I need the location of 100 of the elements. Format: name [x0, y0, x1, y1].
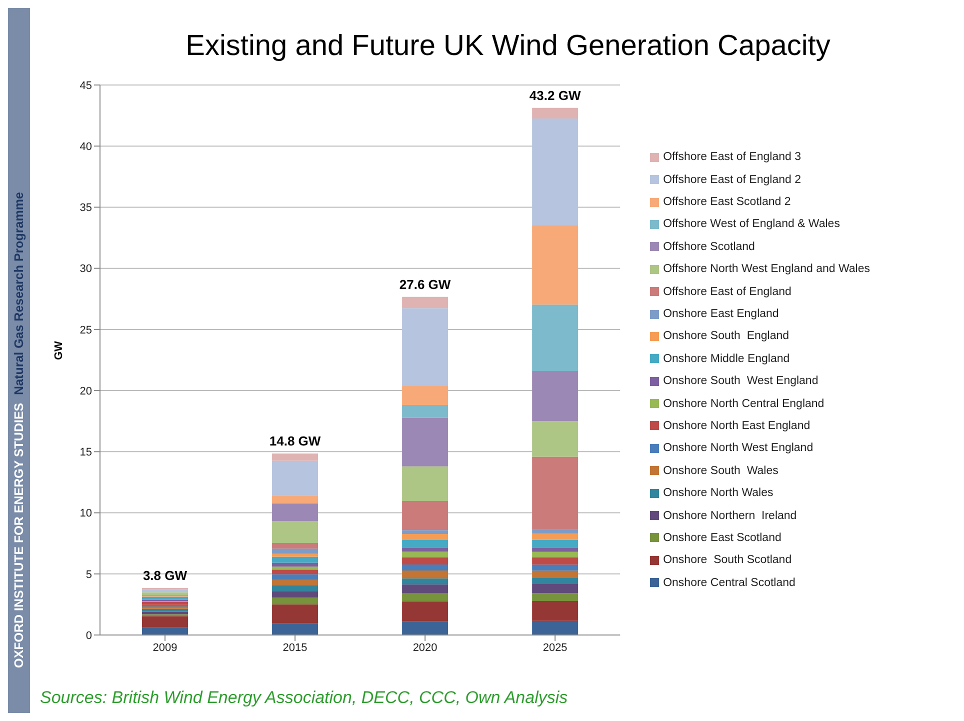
legend-label: Onshore East Scotland: [663, 532, 782, 544]
bar: [142, 602, 188, 605]
y-tick-label: 30: [80, 263, 92, 276]
bar: [272, 623, 318, 635]
bar: [532, 548, 578, 552]
source-note: Sources: British Wind Energy Association, DECC, CCC, Own Analysis: [40, 688, 568, 708]
legend-label: Onshore South England: [663, 330, 790, 342]
legend-label: Offshore East of England 2: [663, 174, 801, 186]
bar: [272, 460, 318, 496]
legend-label: Offshore West of England & Wales: [663, 218, 840, 230]
y-tick-label: 20: [80, 385, 92, 398]
bar: [532, 552, 578, 558]
bar: [402, 530, 448, 534]
legend-label: Onshore North Wales: [663, 487, 774, 500]
bar: [272, 598, 318, 604]
bar: [532, 118, 578, 226]
bar: [532, 456, 578, 530]
bar: [402, 308, 448, 386]
bar: [532, 540, 578, 548]
bar: [402, 466, 448, 502]
legend-label: Onshore Middle England: [663, 352, 790, 365]
y-tick-label: 35: [80, 202, 92, 214]
bar: [532, 570, 578, 578]
legend-label: Onshore East England: [663, 308, 779, 320]
total-label: 3.8 GW: [142, 568, 188, 583]
bar: [272, 454, 318, 461]
legend-label: Offshore East of England: [663, 286, 792, 298]
bar: [402, 552, 448, 558]
sidebar-strip: OXFORD INSTITUTE FOR ENERGY STUDIES Natural Gas Research Programme: [8, 8, 30, 713]
bar: [272, 574, 318, 580]
bar: [532, 558, 578, 565]
bar: [402, 534, 448, 540]
total-label: 43.2 GW: [529, 88, 582, 103]
bar: [142, 616, 188, 628]
bar: [142, 596, 188, 600]
legend-label: Onshore Central Scotland: [663, 576, 796, 589]
bar: [402, 404, 448, 418]
y-tick-label: 25: [80, 324, 92, 336]
chart-title: Existing and Future UK Wind Generation Capacity: [184, 30, 832, 64]
bar: [402, 501, 448, 530]
bar: [402, 601, 448, 622]
bar: [402, 593, 448, 602]
bar: [532, 601, 578, 621]
bar: [402, 621, 448, 635]
x-tick-label: 2020: [412, 642, 438, 654]
y-tick-label: 10: [80, 508, 92, 520]
bar: [402, 548, 448, 552]
bar: [272, 604, 318, 624]
legend-label: Offshore East Scotland 2: [663, 196, 791, 208]
bar: [532, 371, 578, 422]
x-tick-label: 2025: [542, 642, 568, 654]
bar: [272, 503, 318, 522]
legend-label: Offshore Scotland: [663, 240, 755, 253]
legend-label: Offshore North West England and Wales: [663, 263, 870, 276]
bar: [402, 570, 448, 578]
bar: [272, 548, 318, 554]
bar: [142, 627, 188, 635]
bar: [402, 418, 448, 466]
x-tick-label: 2009: [152, 642, 178, 654]
legend-label: Onshore North West England: [663, 442, 814, 454]
bar: [532, 593, 578, 602]
bar: [402, 578, 448, 584]
legend-label: Onshore South Wales: [663, 464, 778, 477]
legend-label: Offshore East of England 3: [663, 151, 801, 164]
bar: [402, 385, 448, 405]
bar: [272, 591, 318, 598]
legend-label: Onshore North Central England: [663, 398, 824, 410]
legend-label: Onshore South Scotland: [663, 554, 792, 566]
legend-label: Onshore North East England: [663, 420, 810, 432]
bar: [272, 554, 318, 557]
total-label: 14.8 GW: [269, 434, 322, 448]
bar: [272, 556, 318, 563]
legend-label: Onshore South West England: [663, 375, 818, 388]
bar: [272, 566, 318, 570]
y-tick-label: 15: [80, 446, 92, 459]
y-tick-label: 0: [86, 630, 92, 642]
bar: [402, 558, 448, 564]
bar: [532, 620, 578, 635]
bar: [532, 584, 578, 594]
bar: [532, 421, 578, 457]
bar: [532, 578, 578, 584]
bar: [402, 584, 448, 594]
bar: [532, 226, 578, 305]
bar: [532, 304, 578, 371]
bar: [272, 542, 318, 549]
y-axis-title: GW: [52, 340, 65, 360]
bar: [272, 495, 318, 504]
bar: [142, 608, 188, 612]
bar: [272, 580, 318, 586]
y-tick-label: 45: [80, 80, 92, 92]
bar: [532, 530, 578, 534]
bar: [142, 592, 188, 596]
bar: [402, 564, 448, 570]
bar: [272, 521, 318, 543]
legend-label: Onshore Northern Ireland: [663, 510, 797, 522]
bar: [532, 534, 578, 540]
bar: [532, 564, 578, 571]
y-tick-label: 5: [86, 568, 92, 581]
bar: [402, 540, 448, 548]
bar: [272, 570, 318, 574]
